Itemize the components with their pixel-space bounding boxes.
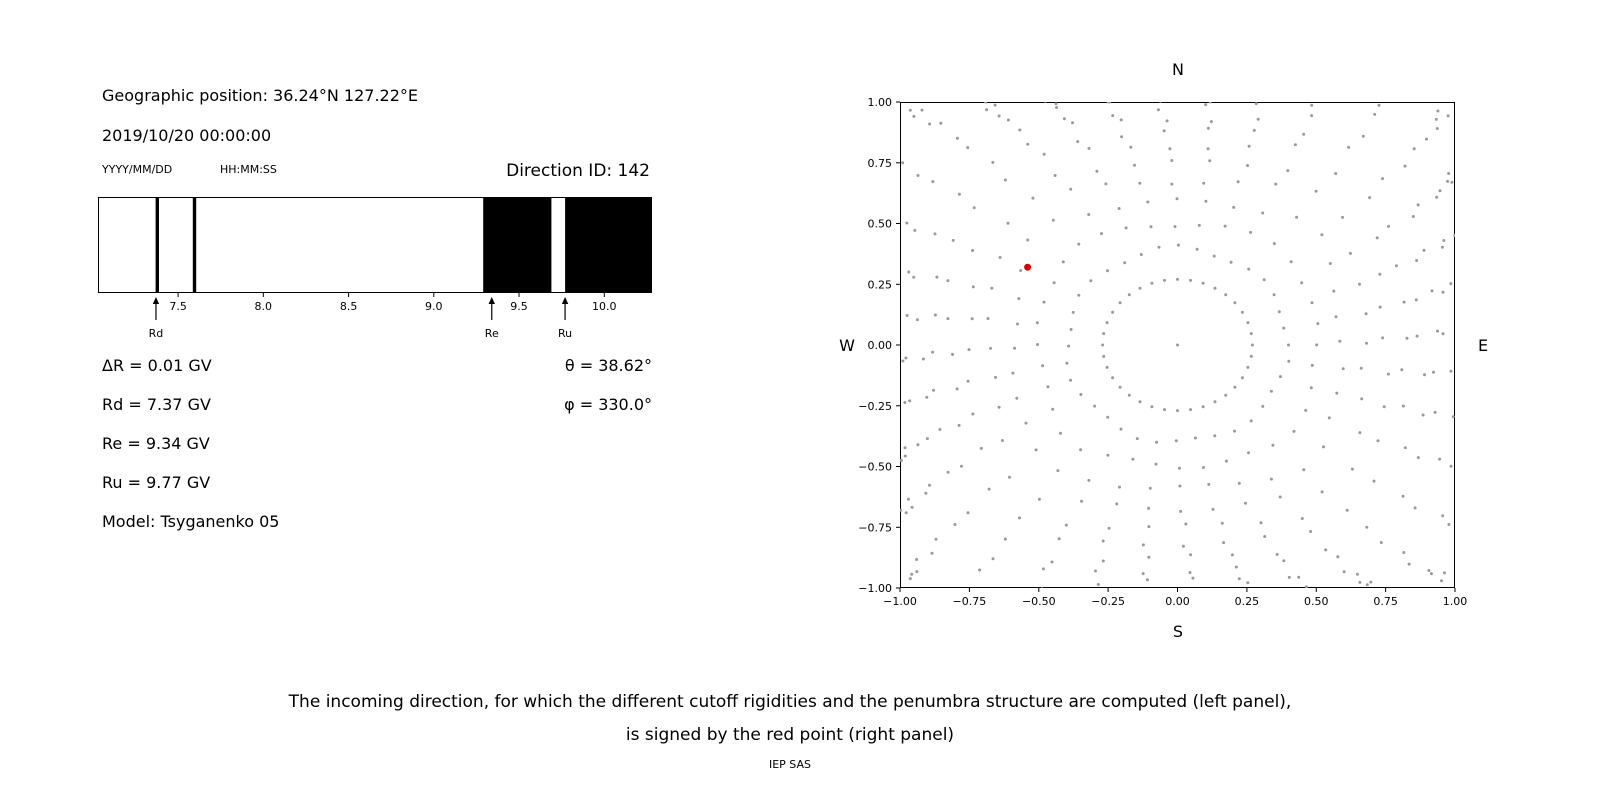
svg-text:Re: Re bbox=[485, 327, 499, 340]
caption-line-2: is signed by the red point (right panel) bbox=[625, 725, 955, 745]
svg-text:0.00: 0.00 bbox=[868, 339, 893, 352]
caption-line-1: The incoming direction, for which the di… bbox=[288, 692, 1292, 712]
svg-text:1.00: 1.00 bbox=[1443, 595, 1468, 608]
penumbra-plot: 7.5 8.0 8.5 9.0 9.5 10.0 Rd Re Ru bbox=[98, 197, 652, 340]
date-format-label: YYYY/MM/DD bbox=[102, 163, 173, 176]
svg-text:−0.50: −0.50 bbox=[1022, 595, 1056, 608]
compass-east-label: E bbox=[1478, 336, 1489, 355]
svg-text:0.50: 0.50 bbox=[1304, 595, 1329, 608]
svg-text:9.5: 9.5 bbox=[510, 300, 528, 313]
svg-text:−0.75: −0.75 bbox=[953, 595, 987, 608]
svg-text:0.75: 0.75 bbox=[868, 157, 893, 170]
svg-text:1.00: 1.00 bbox=[868, 96, 893, 109]
credit-label: IEP SAS bbox=[768, 758, 812, 771]
svg-text:Ru: Ru bbox=[558, 327, 572, 340]
compass-north-label: N bbox=[1172, 60, 1184, 79]
svg-text:8.0: 8.0 bbox=[255, 300, 272, 313]
rd-value: Rd = 7.37 GV bbox=[102, 395, 211, 414]
svg-text:−1.00: −1.00 bbox=[883, 595, 917, 608]
svg-text:0.00: 0.00 bbox=[1165, 595, 1190, 608]
svg-text:−0.50: −0.50 bbox=[858, 461, 892, 474]
svg-text:10.0: 10.0 bbox=[592, 300, 617, 313]
svg-text:8.5: 8.5 bbox=[340, 300, 358, 313]
svg-text:0.25: 0.25 bbox=[1235, 595, 1260, 608]
svg-text:7.5: 7.5 bbox=[169, 300, 187, 313]
model-label: Model: Tsyganenko 05 bbox=[102, 512, 280, 531]
svg-text:0.75: 0.75 bbox=[1373, 595, 1398, 608]
theta-value: θ = 38.62° bbox=[564, 356, 652, 375]
compass-west-label: W bbox=[839, 336, 855, 355]
svg-text:Rd: Rd bbox=[149, 327, 164, 340]
re-value: Re = 9.34 GV bbox=[102, 434, 210, 453]
ru-value: Ru = 9.77 GV bbox=[102, 473, 211, 492]
delta-r-value: ΔR = 0.01 GV bbox=[102, 356, 212, 375]
svg-text:−1.00: −1.00 bbox=[858, 582, 892, 595]
svg-text:0.50: 0.50 bbox=[868, 218, 893, 231]
phi-value: φ = 330.0° bbox=[564, 395, 652, 414]
compass-south-label: S bbox=[1172, 622, 1184, 641]
svg-text:0.25: 0.25 bbox=[868, 278, 893, 291]
direction-plot: −1.00 −0.75 −0.50 −0.25 0.00 0.25 0.50 0.75 1.00… bbox=[858, 96, 1468, 608]
direction-id: Direction ID: 142 bbox=[506, 161, 650, 181]
time-format-label: HH:MM:SS bbox=[220, 163, 277, 176]
figure-caption: The incoming direction, for which the di… bbox=[0, 686, 1580, 771]
svg-text:−0.25: −0.25 bbox=[1091, 595, 1125, 608]
svg-text:−0.25: −0.25 bbox=[858, 400, 892, 413]
svg-text:−0.75: −0.75 bbox=[858, 521, 892, 534]
geographic-position: Geographic position: 36.24°N 127.22°E bbox=[102, 86, 418, 105]
svg-text:9.0: 9.0 bbox=[425, 300, 443, 313]
datetime-value: 2019/10/20 00:00:00 bbox=[102, 126, 272, 145]
